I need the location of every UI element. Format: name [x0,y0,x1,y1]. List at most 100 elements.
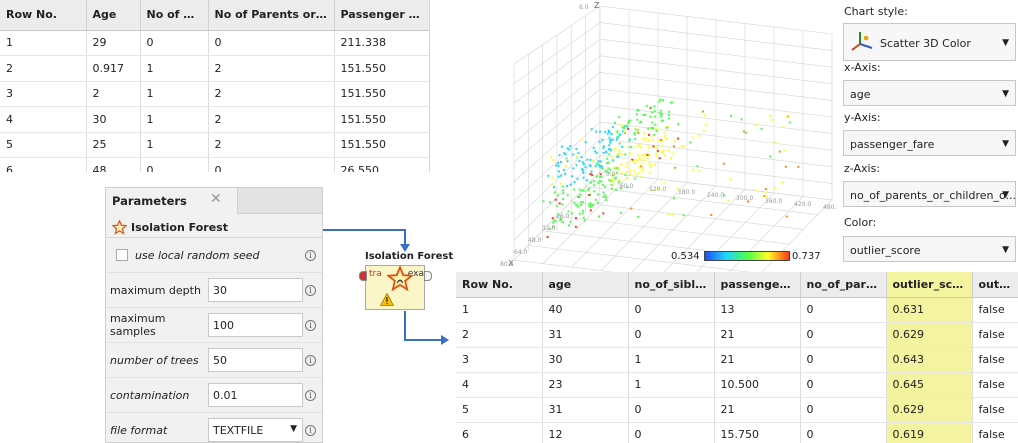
chart-style-value: Scatter 3D Color [880,37,971,50]
maximum-samples-input[interactable]: 100 [208,313,303,337]
info-icon[interactable]: i [305,319,316,331]
info-icon[interactable]: i [305,284,316,296]
scatter-point [611,178,614,181]
scatter-point [755,124,758,127]
column-header[interactable]: Row No. [456,272,543,298]
column-header[interactable]: No of Parents or Children [208,0,335,31]
maximum-depth-input[interactable]: 30 [208,278,303,302]
top-data-table[interactable]: Row No. Age No of Siblings No of Parents… [0,0,430,172]
scatter-point [660,115,663,118]
column-header[interactable]: no_of_pare... [800,272,887,298]
z-axis-select[interactable]: no_of_parents_or_children_o... ▼ [843,181,1016,207]
param-row-maximum-samples: maximum samples 100 i [106,308,322,343]
column-header[interactable]: outlier_score [886,272,973,298]
y-tick-label: 80.0 [500,261,514,268]
table-row[interactable]: 6 12 0 15.750 0 0.619 false [456,422,1018,443]
info-icon[interactable]: i [305,424,316,436]
scatter-point [590,128,593,131]
column-header[interactable]: No of Siblings [140,0,209,31]
column-header[interactable]: age [542,272,629,298]
info-icon[interactable]: i [305,249,316,261]
scatter-point [580,204,582,206]
scatter-point [639,146,642,149]
table-cell: false [972,372,1018,398]
scatter-point [621,130,624,133]
scatter-point [729,178,732,181]
scatter-3d-chart[interactable]: Z 6.0 0.0 X 60.0 120.0 180.0 240.0 300.0 360.… [500,0,836,272]
scatter-point [608,153,611,156]
table-row[interactable]: 4 30 1 2 151.550 [0,106,429,133]
column-header[interactable]: outlier [972,272,1018,298]
parameters-operator-header: Isolation Forest [106,214,322,238]
scatter-point [552,225,555,228]
table-row[interactable]: 6 48 0 0 26.550 [0,157,429,172]
scatter-point [626,170,629,173]
column-header[interactable]: passenger_... [714,272,801,298]
isolation-forest-icon [387,266,413,292]
scatter-point [691,136,694,139]
table-row[interactable]: 1 29 0 0 211.338 [0,30,429,56]
scatter-point [600,165,603,168]
scatter-point [560,217,563,220]
column-header[interactable]: Passenger Fare [334,0,429,31]
tab-parameters[interactable]: Parameters ✕ [106,188,238,214]
connector-in-arrow [400,244,410,252]
scatter-point [561,189,564,192]
scatter-point [730,114,732,117]
input-port[interactable] [359,271,367,281]
scatter-point [602,183,605,186]
table-row[interactable]: 2 0.917 1 2 151.550 [0,55,429,82]
table-cell: 1 [628,372,715,398]
column-header[interactable]: Row No. [0,0,87,31]
table-cell: 1 [628,347,715,373]
z-axis-label: z-Axis: [844,162,881,175]
scatter-point [628,139,630,142]
color-select[interactable]: outlier_score ▼ [843,236,1016,262]
scatter-point [665,126,667,129]
table-cell: 21 [714,347,801,373]
output-port[interactable] [424,271,432,281]
scatter-point [642,114,645,116]
scatter-point [769,155,772,158]
warning-icon[interactable] [380,293,394,306]
legend-min-value: 0.534 [671,251,700,262]
column-header[interactable]: no_of_siblin... [628,272,715,298]
results-data-table[interactable]: Row No. age no_of_siblin... passenger_..… [456,272,1018,443]
column-header[interactable]: Age [86,0,141,31]
x-axis-select[interactable]: age ▼ [843,80,1016,106]
table-row[interactable]: 3 2 1 2 151.550 [0,81,429,107]
chart-style-select[interactable]: Scatter 3D Color ▼ [843,23,1016,61]
scatter-point [610,187,613,190]
table-row[interactable]: 5 31 0 21 0 0.629 false [456,397,1018,423]
scatter-point [557,170,560,173]
scatter-point [642,159,645,161]
table-cell: 2 [208,81,335,107]
scatter-point [596,162,599,165]
info-icon[interactable]: i [305,354,316,366]
table-cell: 30 [86,106,141,133]
table-row[interactable]: 5 25 1 2 151.550 [0,132,429,158]
scatter-point [723,194,726,197]
info-icon[interactable]: i [305,389,316,401]
scatter-point [636,127,638,130]
table-row[interactable]: 1 40 0 13 0 0.631 false [456,297,1018,323]
scatter-point [744,131,747,134]
number-of-trees-input[interactable]: 50 [208,348,303,372]
scatter-point [591,159,594,162]
contamination-input[interactable]: 0.01 [208,383,303,407]
table-cell: 31 [542,322,629,348]
y-axis-select[interactable]: passenger_fare ▼ [843,130,1016,156]
y-tick-label: 64.0 [514,249,528,256]
scatter-point [629,152,632,155]
table-cell: 10.500 [714,372,801,398]
scatter-point [563,152,566,155]
scatter-point [605,198,608,201]
file-format-select[interactable]: TEXTFILE ▼ [208,418,303,442]
table-row[interactable]: 4 23 1 10.500 0 0.645 false [456,372,1018,398]
scatter-point [542,200,545,203]
close-icon[interactable]: ✕ [210,191,222,207]
table-row[interactable]: 3 30 1 21 0 0.643 false [456,347,1018,373]
use-local-random-seed-checkbox[interactable] [116,249,128,261]
scatter-point [742,130,745,133]
table-row[interactable]: 2 31 0 21 0 0.629 false [456,322,1018,348]
